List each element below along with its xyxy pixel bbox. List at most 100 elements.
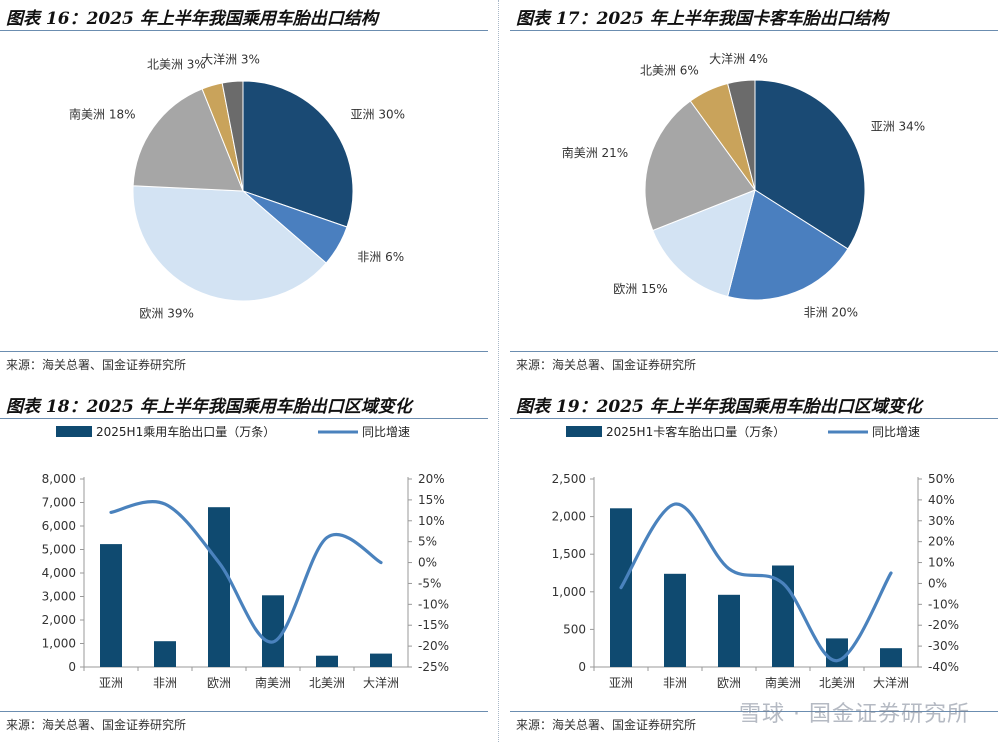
- title-rule: [0, 30, 488, 31]
- left-tick-label: 2,000: [552, 510, 586, 524]
- pie-slice: [132, 88, 244, 192]
- x-tick-label: 非洲: [153, 676, 177, 690]
- left-tick-label: 6,000: [42, 519, 76, 533]
- left-tick-label: 0: [68, 660, 76, 674]
- pie-chart-truck: 亚洲 34% 非洲 20% 欧洲 15% 南美洲 21% 北美洲 6% 大洋洲 4%: [562, 51, 926, 320]
- left-tick-label: 7,000: [42, 496, 76, 510]
- bar: [154, 641, 176, 667]
- x-tick-label: 大洋洲: [363, 675, 399, 690]
- right-tick-label: 20%: [928, 535, 955, 549]
- panel-chart-19: 图表 19：2025 年上半年我国乘用车胎出口区域变化 2025H1卡客车胎出口…: [510, 388, 998, 742]
- source-note: 来源：海关总署、国金证券研究所: [6, 718, 187, 732]
- legend-line-label: 同比增速: [362, 425, 410, 439]
- left-tick-label: 5,000: [42, 543, 76, 557]
- right-tick-label: -20%: [418, 639, 449, 653]
- right-tick-label: 15%: [418, 493, 445, 507]
- pie-label: 欧洲 39%: [139, 307, 194, 321]
- bar: [262, 595, 284, 667]
- pie-chart-passenger: 亚洲 30% 非洲 6% 欧洲 39% 南美洲 18% 北美洲 3%大洋洲 3%: [69, 52, 406, 321]
- bar: [772, 565, 794, 667]
- pie-slice: [727, 79, 756, 191]
- pie-slice: [221, 80, 244, 192]
- pie-label: 欧洲 15%: [613, 282, 668, 296]
- pie-label: 亚洲 30%: [351, 107, 406, 121]
- left-tick-label: 1,500: [552, 547, 586, 561]
- right-tick-label: 40%: [928, 493, 955, 507]
- bar: [880, 648, 902, 667]
- legend-bar-swatch: [566, 426, 602, 437]
- pie-label: 南美洲 21%: [562, 145, 629, 160]
- legend: 2025H1卡客车胎出口量（万条） 同比增速: [566, 424, 920, 439]
- x-tick-label: 北美洲: [819, 676, 855, 690]
- pie-label: 北美洲 3%: [147, 57, 206, 71]
- bar: [370, 653, 392, 667]
- pie-label: 亚洲 34%: [871, 119, 926, 133]
- source-rule: [510, 351, 998, 352]
- bar: [208, 507, 230, 667]
- title-rule: [510, 30, 998, 31]
- source-rule: [0, 711, 488, 712]
- x-tick-label: 非洲: [663, 676, 687, 690]
- pie-slice: [242, 80, 354, 228]
- source-note: 来源：海关总署、国金证券研究所: [516, 718, 697, 732]
- panel-chart-18: 图表 18：2025 年上半年我国乘用车胎出口区域变化 2025H1乘用车胎出口…: [0, 388, 488, 742]
- source-rule: [0, 351, 488, 352]
- bar: [826, 638, 848, 667]
- left-tick-label: 2,500: [552, 472, 586, 486]
- bar-line-chart-truck: 2025H1卡客车胎出口量（万条） 同比增速 2,500 2,000 1,500 1,00…: [552, 424, 959, 690]
- panel-chart-17: 图表 17：2025 年上半年我国卡客车胎出口结构 亚洲 34% 非洲 20% 欧洲…: [510, 0, 998, 380]
- panel-chart-16: 图表 16：2025 年上半年我国乘用车胎出口结构 亚洲 30% 非洲 6% 欧洲 …: [0, 0, 488, 380]
- right-tick-label: -20%: [928, 618, 959, 632]
- legend-bar-label: 2025H1卡客车胎出口量（万条）: [606, 424, 785, 439]
- right-tick-label: 50%: [928, 472, 955, 486]
- right-tick-label: -10%: [928, 597, 959, 611]
- pie-slice: [727, 189, 849, 301]
- right-tick-label: 10%: [928, 556, 955, 570]
- right-tick-label: 0%: [418, 556, 437, 570]
- right-tick-label: -10%: [418, 597, 449, 611]
- x-tick-label: 南美洲: [255, 675, 291, 690]
- pie-slice: [652, 189, 756, 298]
- left-tick-label: 1,000: [42, 637, 76, 651]
- left-tick-label: 500: [563, 622, 586, 636]
- legend: 2025H1乘用车胎出口量（万条） 同比增速: [56, 424, 410, 439]
- legend-line-label: 同比增速: [872, 425, 920, 439]
- watermark: 雪球 · 国金证券研究所: [739, 702, 970, 727]
- column-divider: [498, 0, 499, 742]
- bar: [664, 573, 686, 667]
- pie-label: 南美洲 18%: [69, 106, 136, 121]
- source-note: 来源：海关总署、国金证券研究所: [6, 358, 187, 372]
- pie-label: 大洋洲 4%: [709, 51, 768, 66]
- left-tick-label: 0: [578, 660, 586, 674]
- title-rule: [510, 418, 998, 419]
- title-rule: [0, 418, 488, 419]
- x-tick-label: 欧洲: [207, 676, 231, 690]
- right-tick-label: -40%: [928, 660, 959, 674]
- right-tick-label: -25%: [418, 660, 449, 674]
- pie-slice: [132, 185, 327, 302]
- pie-label: 非洲 20%: [804, 306, 859, 320]
- x-tick-label: 北美洲: [309, 676, 345, 690]
- bar: [718, 594, 740, 667]
- right-tick-label: 5%: [418, 535, 437, 549]
- x-tick-label: 欧洲: [717, 676, 741, 690]
- bar-line-chart-passenger: 2025H1乘用车胎出口量（万条） 同比增速 8,000 7,000 6,000 5,00…: [42, 424, 449, 690]
- growth-line: [619, 502, 893, 663]
- right-tick-label: -5%: [418, 576, 441, 590]
- source-rule: [510, 711, 998, 712]
- pie-label: 非洲 6%: [357, 250, 404, 264]
- left-tick-label: 1,000: [552, 585, 586, 599]
- left-tick-label: 2,000: [42, 613, 76, 627]
- chart-title: 图表 16：2025 年上半年我国乘用车胎出口结构: [6, 9, 378, 29]
- right-tick-label: 10%: [418, 514, 445, 528]
- left-tick-label: 4,000: [42, 566, 76, 580]
- legend-bar-label: 2025H1乘用车胎出口量（万条）: [96, 424, 275, 439]
- bar: [316, 655, 338, 667]
- x-tick-label: 亚洲: [609, 676, 633, 690]
- pie-slice: [754, 79, 866, 250]
- chart-title: 图表 18：2025 年上半年我国乘用车胎出口区域变化: [6, 397, 412, 417]
- chart-title: 图表 19：2025 年上半年我国乘用车胎出口区域变化: [516, 397, 922, 417]
- x-tick-label: 大洋洲: [873, 675, 909, 690]
- right-tick-label: 20%: [418, 472, 445, 486]
- pie-slice: [644, 100, 756, 232]
